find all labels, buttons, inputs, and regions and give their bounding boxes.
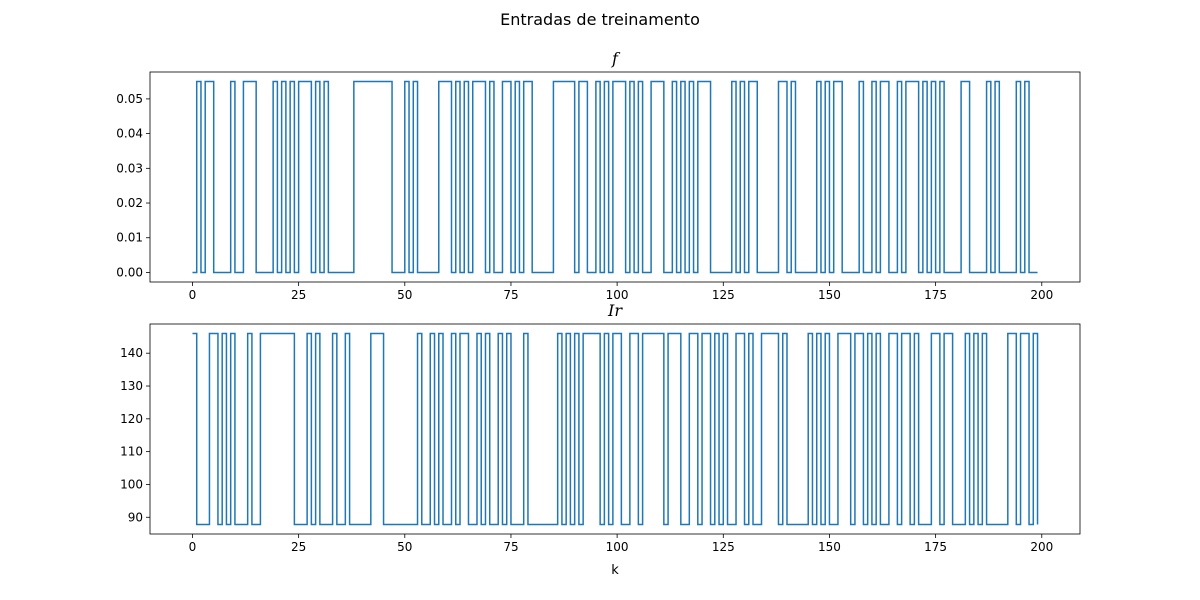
panel-2-y-tick-label: 140 bbox=[120, 346, 143, 360]
panel-2-y-tick-label: 90 bbox=[128, 510, 143, 524]
panel-1-title: f bbox=[611, 49, 621, 68]
panel-2-y-tick-label: 120 bbox=[120, 412, 143, 426]
panel-1-series-line bbox=[192, 80, 1038, 274]
panel-2-x-tick-label: 150 bbox=[818, 540, 841, 554]
panel-2-x-tick-label: 75 bbox=[503, 540, 518, 554]
panel-2-y-tick-label: 100 bbox=[120, 477, 143, 491]
panel-1-x-tick-label: 200 bbox=[1030, 288, 1053, 302]
panel-1-x-tick-label: 100 bbox=[606, 288, 629, 302]
panel-2-series-line bbox=[192, 332, 1039, 526]
figure-suptitle: Entradas de treinamento bbox=[500, 10, 700, 29]
panel-1-frame bbox=[149, 71, 1081, 283]
panel-1-y-tick-label: 0.01 bbox=[116, 231, 143, 245]
panel-2-title: Ir bbox=[607, 301, 623, 320]
panel-2-y-tick-label: 110 bbox=[120, 445, 143, 459]
panel-2-axes: 0 25 50 75 100 125 150 175 200 90 100 110 120 130 140 I… bbox=[120, 301, 1081, 578]
panel-2-x-tick-label: 125 bbox=[712, 540, 735, 554]
panel-1-y-tick-label: 0.05 bbox=[116, 92, 143, 106]
panel-2-x-tick-label: 175 bbox=[924, 540, 947, 554]
panel-1-y-tick-label: 0.03 bbox=[116, 161, 143, 175]
panel-1-x-tick-label: 25 bbox=[291, 288, 306, 302]
panel-1-x-tick-label: 125 bbox=[712, 288, 735, 302]
panel-2-x-tick-label: 25 bbox=[291, 540, 306, 554]
panel-1-x-tick-label: 175 bbox=[924, 288, 947, 302]
panel-1-y-tick-label: 0.02 bbox=[116, 196, 143, 210]
panel-1-y-tick-label: 0.00 bbox=[116, 265, 143, 279]
panel-2-x-tick-label: 100 bbox=[606, 540, 629, 554]
panel-1-x-tick-label: 0 bbox=[189, 288, 197, 302]
panel-2-x-tick-label: 0 bbox=[189, 540, 197, 554]
panel-2-x-tick-label: 50 bbox=[397, 540, 412, 554]
panel-2-x-tick-label: 200 bbox=[1030, 540, 1053, 554]
panel-2-frame bbox=[149, 323, 1081, 535]
panel-1-y-tick-label: 0.04 bbox=[116, 127, 143, 141]
panel-1-axes: 0 25 50 75 100 125 150 175 200 0.00 0.01 0.02 0.03 0.… bbox=[116, 49, 1081, 302]
panel-1-x-tick-label: 75 bbox=[503, 288, 518, 302]
panel-1-x-tick-label: 50 bbox=[397, 288, 412, 302]
panel-2-y-tick-label: 130 bbox=[120, 379, 143, 393]
panel-2-x-axis-label: k bbox=[611, 563, 619, 578]
panel-1-x-tick-label: 150 bbox=[818, 288, 841, 302]
